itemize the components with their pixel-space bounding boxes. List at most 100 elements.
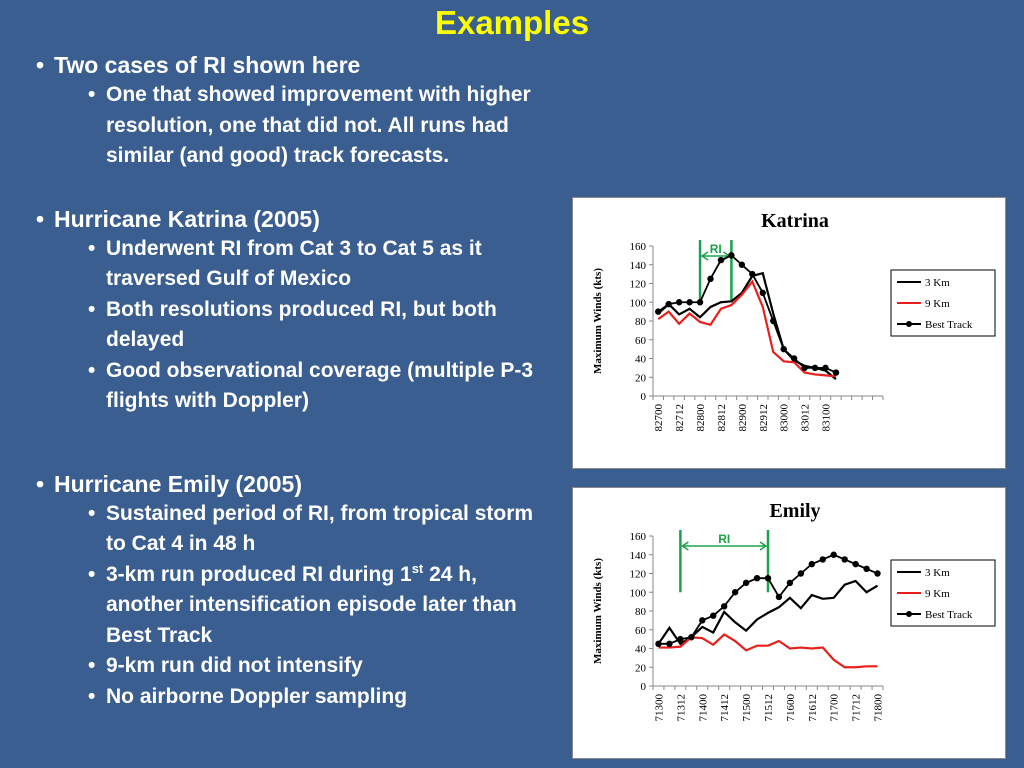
katrina-series-best-track-point	[728, 252, 735, 259]
emily-x-tick-label: 71700	[829, 694, 841, 722]
emily-series-best-track-point	[830, 551, 837, 558]
sub-bullet-emily-9km: 9-km run did not intensify	[30, 651, 550, 682]
emily-ri-arrow-head-left	[681, 541, 689, 551]
emily-y-tick-label: 160	[630, 531, 647, 543]
katrina-series-best-track-point	[801, 364, 808, 372]
katrina-y-tick-label: 0	[641, 391, 647, 403]
katrina-series-best-track-point	[790, 355, 798, 362]
emily-y-tick-label: 80	[635, 606, 647, 618]
emily-series-best-track-point	[775, 593, 783, 601]
emily-y-tick-label: 120	[630, 569, 647, 581]
emily-y-tick-label: 140	[630, 550, 647, 562]
emily-chart: Emily Maximum Winds (kts) 0 20 40 60 80 100 120 1…	[592, 500, 996, 722]
katrina-series-best-track-point	[717, 256, 725, 264]
katrina-x-tick-label: 83000	[779, 404, 791, 432]
katrina-x-tick-label: 83012	[800, 404, 812, 432]
emily-y-tick-label: 60	[635, 625, 647, 637]
emily-series-best-track-point	[841, 556, 848, 563]
emily-legend-9-km-label: 9 Km	[925, 588, 950, 600]
emily-legend-3-km-label: 3 Km	[925, 567, 950, 579]
katrina-series-best-track-point	[686, 299, 693, 306]
katrina-y-tick-label: 40	[635, 354, 647, 366]
bullet-ri-cases: Two cases of RI shown here	[30, 50, 550, 80]
sub-bullet-emily-ri: Sustained period of RI, from tropical st…	[30, 499, 550, 560]
emily-x-tick-label: 71600	[785, 694, 797, 722]
katrina-series-best-track-point	[655, 308, 662, 315]
katrina-x-tick-label: 82900	[737, 404, 749, 432]
katrina-y-tick-label: 120	[630, 279, 647, 291]
katrina-series-best-track-point	[759, 289, 766, 297]
emily-series-best-track-point	[852, 560, 859, 568]
katrina-series-best-track-point	[738, 261, 746, 268]
katrina-x-tick-label: 82812	[716, 404, 728, 432]
katrina-x-tick-label: 83100	[821, 404, 833, 432]
emily-x-tick-label: 71400	[697, 694, 709, 722]
emily-x-tick-label: 71512	[763, 694, 775, 722]
emily-series-best-track-point	[819, 556, 826, 563]
katrina-legend-best-track-label: Best Track	[925, 319, 973, 331]
emily-series-best-track-point	[797, 570, 805, 577]
katrina-x-tick-label: 82712	[674, 404, 686, 432]
emily-x-tick-label: 71312	[675, 694, 687, 722]
emily-x-tick-label: 71612	[807, 694, 819, 722]
emily-series-best-track-point	[677, 635, 684, 643]
emily-series-best-track-point	[863, 565, 870, 573]
emily-chart-panel: Emily Maximum Winds (kts) 0 20 40 60 80 100 120 1…	[572, 487, 1006, 759]
emily-x-tick-label: 71300	[653, 694, 665, 722]
emily-series-best-track-point	[710, 612, 717, 619]
katrina-legend-3-km-label: 3 Km	[925, 277, 950, 289]
katrina-x-tick-label: 82912	[758, 404, 770, 432]
katrina-series-best-track-point	[780, 345, 787, 353]
sub-bullet-katrina-ri: Underwent RI from Cat 3 to Cat 5 as it t…	[30, 234, 550, 295]
katrina-series-best-track-point	[832, 369, 840, 376]
emily-legend-best-track-marker	[906, 611, 912, 617]
katrina-y-tick-label: 80	[635, 316, 647, 328]
katrina-series-best-track-point	[665, 300, 672, 308]
emily-x-tick-label: 71500	[741, 694, 753, 722]
katrina-series-best-track-line	[657, 254, 837, 374]
katrina-series-9-km-line	[657, 279, 837, 378]
katrina-ri-label: RI	[710, 242, 722, 256]
emily-series-best-track-point	[753, 574, 761, 582]
sub-bullet-ri-cases: One that showed improvement with higher …	[30, 80, 550, 172]
emily-series-best-track-point	[786, 579, 794, 587]
emily-x-tick-label: 71412	[719, 694, 731, 722]
emily-y-tick-label: 20	[635, 662, 647, 674]
emily-series-3-km-line	[657, 579, 879, 646]
katrina-y-tick-label: 160	[630, 241, 647, 253]
katrina-y-tick-label: 140	[630, 260, 647, 272]
katrina-legend-9-km-label: 9 Km	[925, 298, 950, 310]
katrina-legend-best-track-marker	[906, 321, 912, 327]
sub-bullet-katrina-coverage: Good observational coverage (multiple P-…	[30, 356, 550, 417]
emily-series-best-track-point	[720, 603, 728, 610]
sub-bullet-emily-3km-text: 3-km run produced RI during 1	[106, 562, 412, 586]
katrina-y-tick-label: 60	[635, 335, 647, 347]
emily-series-best-track-point	[731, 589, 739, 596]
katrina-series-best-track-point	[707, 275, 714, 283]
emily-ri-label: RI	[718, 532, 730, 546]
katrina-x-tick-label: 82700	[653, 404, 665, 432]
emily-x-tick-label: 71800	[873, 694, 885, 722]
sub-bullet-emily-3km: 3-km run produced RI during 1st 24 h, an…	[30, 560, 550, 652]
emily-series-best-track-point	[808, 560, 816, 568]
bullet-emily: Hurricane Emily (2005)	[30, 469, 550, 499]
emily-y-tick-label: 0	[641, 681, 647, 693]
emily-y-axis-label: Maximum Winds (kts)	[592, 558, 604, 664]
emily-series-9-km-line	[658, 633, 878, 669]
katrina-y-tick-label: 20	[635, 372, 647, 384]
emily-series-best-track-point	[742, 579, 750, 587]
katrina-series-best-track-point	[770, 317, 777, 325]
emily-series-best-track-point	[666, 640, 673, 648]
sub-bullet-emily-doppler: No airborne Doppler sampling	[30, 682, 550, 713]
katrina-series-best-track-point	[675, 299, 683, 306]
katrina-ri-arrow-head-left	[700, 251, 709, 261]
katrina-series-best-track-point	[749, 270, 756, 278]
katrina-x-tick-label: 82800	[695, 404, 707, 432]
katrina-series-best-track-point	[811, 364, 819, 372]
katrina-y-axis-label: Maximum Winds (kts)	[592, 268, 604, 374]
katrina-series-best-track-point	[822, 364, 829, 372]
bullet-katrina: Hurricane Katrina (2005)	[30, 204, 550, 234]
katrina-chart: Katrina Maximum Winds (kts) 0 20 40 60 80 100 12…	[592, 210, 996, 432]
bullet-list: Two cases of RI shown here One that show…	[30, 50, 550, 712]
emily-series-best-track-point	[874, 570, 881, 577]
